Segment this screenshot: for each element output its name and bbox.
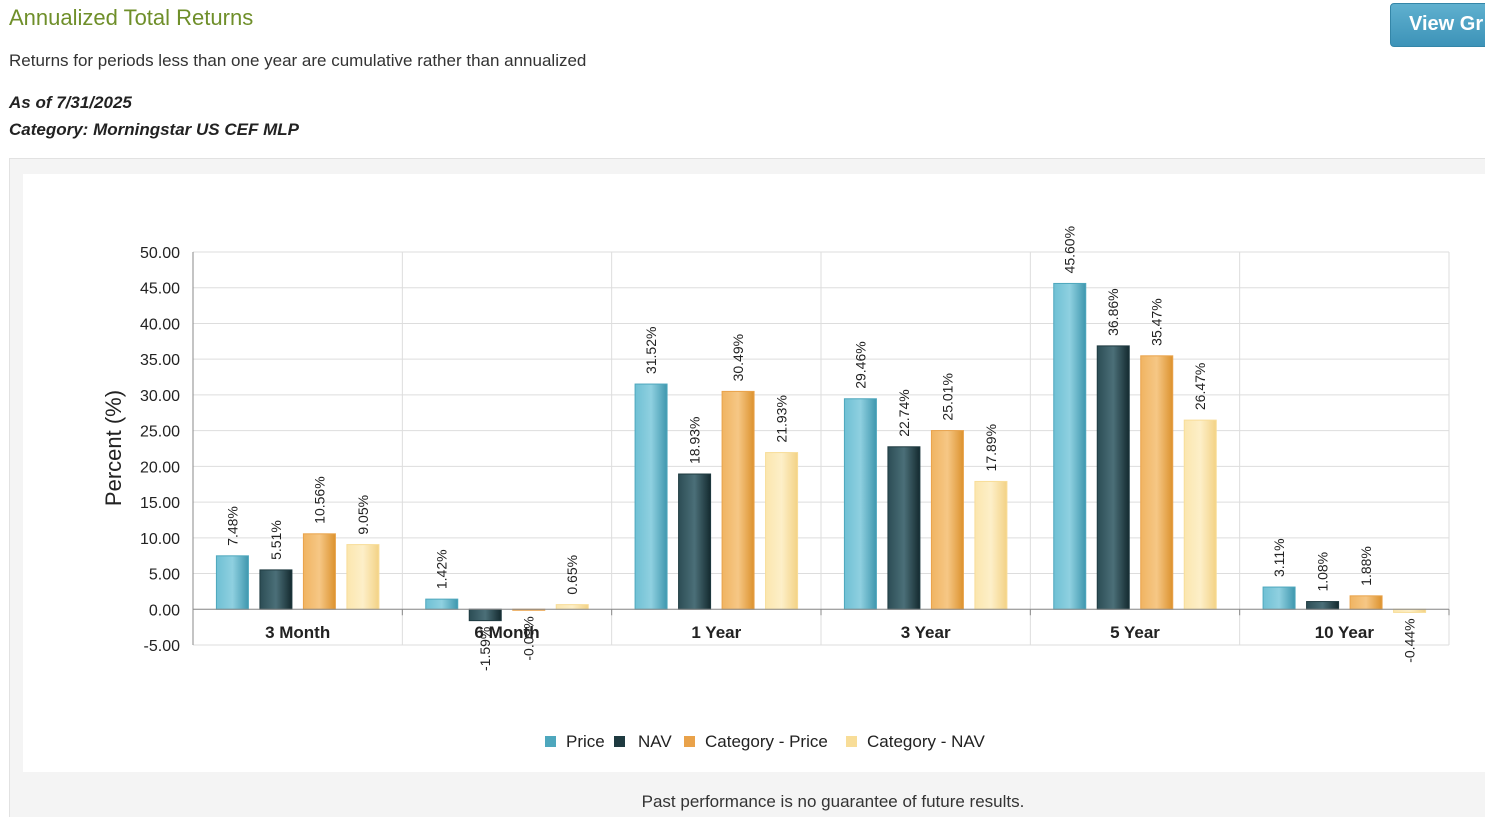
bar-category-nav xyxy=(346,544,380,610)
y-tick-label: 30.00 xyxy=(140,388,180,405)
legend-label: NAV xyxy=(638,732,672,751)
data-label: 18.93% xyxy=(687,417,703,464)
data-label: 30.49% xyxy=(730,334,746,381)
y-tick-label: 50.00 xyxy=(140,245,180,262)
bar-price xyxy=(1262,586,1296,610)
data-labels: 7.48% 5.51% 10.56% 9.05% 1.42% -1.59% -0.09% 0.… xyxy=(224,226,1417,671)
returns-note: Returns for periods less than one year a… xyxy=(9,51,587,70)
bar-category-price xyxy=(721,390,755,610)
page-title: Annualized Total Returns xyxy=(9,5,254,30)
bar-category-nav xyxy=(1183,419,1217,610)
legend-swatch xyxy=(614,736,625,747)
x-category-label: 3 Month xyxy=(265,623,330,642)
y-tick-label: 20.00 xyxy=(140,459,180,476)
data-label: 22.74% xyxy=(896,389,912,436)
bar-nav xyxy=(259,569,293,610)
bar-category-price xyxy=(1349,595,1383,610)
data-label: 29.46% xyxy=(852,341,868,388)
data-label: 21.93% xyxy=(774,395,790,442)
bar-category-nav xyxy=(765,452,799,610)
bar-price xyxy=(843,398,877,610)
x-category-label: 5 Year xyxy=(1110,623,1160,642)
bar-price xyxy=(215,555,249,610)
y-tick-label: 5.00 xyxy=(149,567,180,584)
bar-price xyxy=(425,598,459,610)
data-label: 17.89% xyxy=(983,424,999,471)
data-label: 10.56% xyxy=(311,476,327,523)
data-label: 1.08% xyxy=(1315,552,1331,592)
y-axis-title: Percent (%) xyxy=(101,390,126,506)
legend[interactable]: Price NAV Category - Price Category - NAV xyxy=(545,732,985,751)
axes: -5.00 0.00 5.00 10.00 15.00 20.00 25.00 30.00 35… xyxy=(101,245,1450,655)
bars xyxy=(215,282,1427,622)
x-category-label: 6 Month xyxy=(474,623,539,642)
data-label: 1.42% xyxy=(434,549,450,589)
bar-category-price xyxy=(1140,355,1174,610)
data-label: 25.01% xyxy=(939,373,955,420)
data-label: 26.47% xyxy=(1192,363,1208,410)
performance-disclaimer: Past performance is no guarantee of futu… xyxy=(641,792,1025,811)
data-label: 45.60% xyxy=(1062,226,1078,273)
bar-nav xyxy=(1096,345,1130,610)
x-category-label: 1 Year xyxy=(691,623,741,642)
legend-label: Category - Price xyxy=(705,732,828,751)
bar-nav xyxy=(1306,601,1340,610)
bar-category-price xyxy=(930,430,964,610)
category-label: Category: Morningstar US CEF MLP xyxy=(9,120,299,139)
legend-swatch xyxy=(684,736,695,747)
data-label: 7.48% xyxy=(224,506,240,546)
data-label: 36.86% xyxy=(1105,288,1121,335)
data-label: 31.52% xyxy=(643,327,659,374)
data-label: 3.11% xyxy=(1271,538,1287,577)
bar-category-nav xyxy=(555,604,589,610)
bar-nav xyxy=(468,608,502,622)
data-label: 35.47% xyxy=(1149,298,1165,345)
returns-chart: -5.00 0.00 5.00 10.00 15.00 20.00 25.00 30.00 35… xyxy=(101,226,1450,751)
x-category-label: 10 Year xyxy=(1315,623,1375,642)
y-tick-label: 15.00 xyxy=(140,495,180,512)
grid xyxy=(192,251,1450,646)
data-label: -0.09% xyxy=(521,616,537,660)
legend-swatch xyxy=(545,736,556,747)
bar-price xyxy=(1053,282,1087,610)
data-label: 5.51% xyxy=(268,520,284,560)
data-label: 0.65% xyxy=(564,555,580,595)
bar-category-price xyxy=(302,533,336,610)
y-tick-label: 0.00 xyxy=(149,602,180,619)
y-tick-label: 40.00 xyxy=(140,316,180,333)
as-of-date: As of 7/31/2025 xyxy=(9,93,132,112)
legend-label: Category - NAV xyxy=(867,732,985,751)
legend-swatch xyxy=(846,736,857,747)
y-tick-label: 45.00 xyxy=(140,281,180,298)
data-label: 9.05% xyxy=(355,495,371,535)
data-label: -1.59% xyxy=(477,627,493,671)
data-label: -0.44% xyxy=(1402,618,1418,662)
bar-price xyxy=(634,383,668,610)
chart-container: -5.00 0.00 5.00 10.00 15.00 20.00 25.00 30.00 35… xyxy=(23,174,1485,772)
x-category-label: 3 Year xyxy=(901,623,951,642)
y-tick-label: 35.00 xyxy=(140,352,180,369)
bar-nav xyxy=(678,473,712,610)
bar-nav xyxy=(887,446,921,610)
legend-label: Price xyxy=(566,732,605,751)
y-tick-label: 25.00 xyxy=(140,424,180,441)
bar-category-nav xyxy=(974,480,1008,610)
data-label: 1.88% xyxy=(1358,546,1374,586)
y-tick-label: -5.00 xyxy=(144,638,181,655)
y-tick-label: 10.00 xyxy=(140,531,180,548)
view-graph-button[interactable]: View Gr xyxy=(1390,3,1485,47)
